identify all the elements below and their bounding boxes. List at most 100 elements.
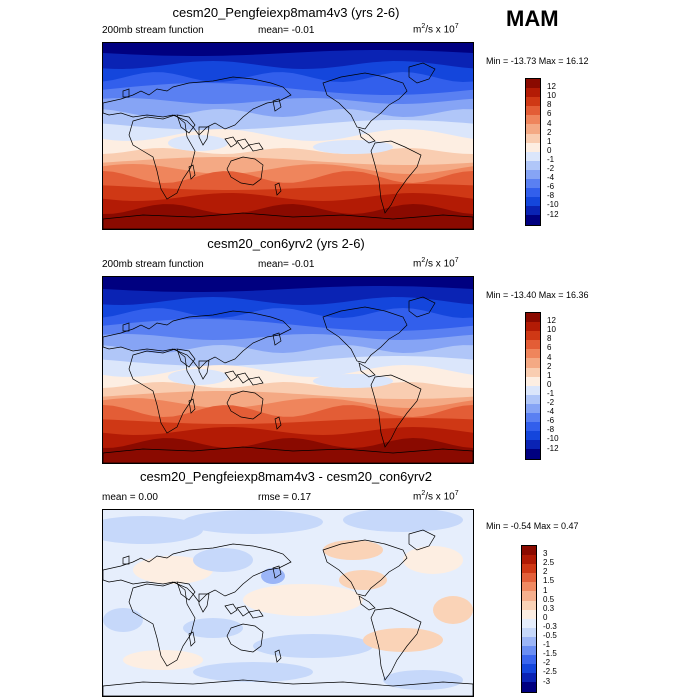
colorbar-swatch: [522, 655, 536, 665]
colorbar-swatch: [526, 331, 540, 341]
colorbar-swatch: [526, 197, 540, 207]
anomaly-patch: [193, 548, 253, 572]
anomaly-patch: [243, 584, 363, 616]
anomaly-patch: [339, 570, 387, 590]
field-patch: [313, 374, 393, 388]
anomaly-patch: [433, 596, 473, 624]
colorbar-swatch: [526, 449, 540, 459]
colorbar-label: 0: [547, 145, 552, 155]
colorbar-swatch: [522, 582, 536, 592]
colorbar-swatch: [526, 385, 540, 395]
coastlines: [103, 296, 473, 463]
colorbar-swatch: [526, 79, 540, 89]
coastline: [322, 306, 408, 364]
anomaly-patch: [133, 556, 213, 584]
panel2-title: cesm20_con6yrv2 (yrs 2-6): [207, 236, 365, 251]
coastline: [370, 374, 422, 448]
colorbar-label: -1: [547, 388, 555, 398]
colorbar-swatch: [526, 394, 540, 404]
colorbar-label: -8: [547, 425, 555, 435]
colorbar-label: -12: [547, 209, 559, 219]
colorbar-label: 2.5: [543, 558, 555, 568]
colorbar-label: 1.5: [543, 576, 555, 586]
panel1-min-max: Min = -13.73 Max = 16.12: [486, 56, 589, 66]
colorbar-swatch: [526, 160, 540, 170]
colorbar-label: -4: [547, 173, 555, 183]
anomaly-patch: [183, 510, 323, 534]
anomaly-patch: [323, 540, 383, 560]
coastline: [408, 529, 436, 551]
colorbar-swatch: [526, 349, 540, 359]
colorbar-label: 0.5: [543, 594, 555, 604]
coastline: [322, 539, 408, 597]
colorbar-boxes: [525, 78, 541, 226]
colorbar-label: 2: [543, 567, 548, 577]
coastline: [358, 128, 376, 144]
colorbar-label: 12: [547, 316, 556, 326]
coastline: [322, 72, 408, 130]
colorbar-swatch: [526, 422, 540, 432]
colorbar-label: -12: [547, 443, 559, 453]
colorbar-label: -1.5: [543, 649, 557, 659]
colorbar-label: 4: [547, 352, 552, 362]
colorbar-swatch: [526, 340, 540, 350]
colorbar-swatch: [526, 151, 540, 161]
colorbar-swatch: [522, 600, 536, 610]
colorbar-swatch: [522, 564, 536, 574]
coastline: [128, 581, 196, 667]
anomaly-patch: [403, 546, 463, 574]
coastline: [103, 310, 292, 370]
panel3-units-label: m2/s x 107: [413, 490, 459, 503]
anomaly-patch: [383, 670, 463, 690]
colorbar-label: -2.5: [543, 667, 557, 677]
coastline: [103, 446, 473, 463]
colorbar-label: 2: [547, 127, 552, 137]
coastline: [224, 603, 238, 615]
colorbar-label: 1: [547, 370, 552, 380]
colorbar-label: 0: [543, 612, 548, 622]
colorbar-label: -2: [547, 398, 555, 407]
coastline: [122, 322, 130, 332]
colorbar-label: -4: [547, 407, 555, 417]
coastline: [128, 114, 196, 200]
colorbar-label: -1: [543, 640, 551, 650]
colorbar-label: 10: [547, 325, 556, 335]
colorbar-swatch: [522, 609, 536, 619]
panel2-units-label: m2/s x 107: [413, 257, 459, 270]
panel3-mean-label: mean = 0.00: [102, 492, 158, 503]
coastline: [103, 212, 473, 229]
colorbar-label: 8: [547, 100, 552, 110]
colorbar-label: -0.5: [543, 631, 557, 640]
panel2-map: [102, 276, 474, 464]
colorbar-swatch: [526, 431, 540, 441]
colorbar-label: -6: [547, 416, 555, 426]
colorbar-swatch: [522, 627, 536, 637]
colorbar-label: -2: [543, 658, 551, 668]
coastline: [358, 362, 376, 378]
colorbar-swatch: [522, 591, 536, 601]
anomaly-patch: [363, 628, 443, 652]
coastline: [248, 376, 264, 386]
coastline: [272, 98, 282, 112]
colorbar-swatch: [526, 88, 540, 98]
panel3-rmse-label: rmse = 0.17: [258, 492, 312, 503]
colorbar-label: -1: [547, 154, 555, 164]
anomaly-patch: [103, 608, 143, 632]
coastline: [198, 593, 210, 613]
colorbar-swatch: [526, 179, 540, 189]
coastline: [226, 623, 264, 653]
colorbar-label: -6: [547, 182, 555, 192]
colorbar-label: 0: [547, 379, 552, 389]
panel2-min-max: Min = -13.40 Max = 16.36: [486, 290, 589, 300]
coastline: [272, 332, 282, 346]
colorbar-boxes: [521, 545, 537, 693]
colorbar-swatch: [522, 673, 536, 683]
panel1-units-label: m2/s x 107: [413, 23, 459, 36]
colorbar-label: -8: [547, 191, 555, 201]
coastline: [274, 416, 282, 430]
colorbar-swatch: [526, 106, 540, 116]
coastline: [103, 679, 473, 696]
colorbar-label: -3: [543, 676, 551, 686]
coastline: [176, 348, 196, 368]
coastline: [248, 142, 264, 152]
